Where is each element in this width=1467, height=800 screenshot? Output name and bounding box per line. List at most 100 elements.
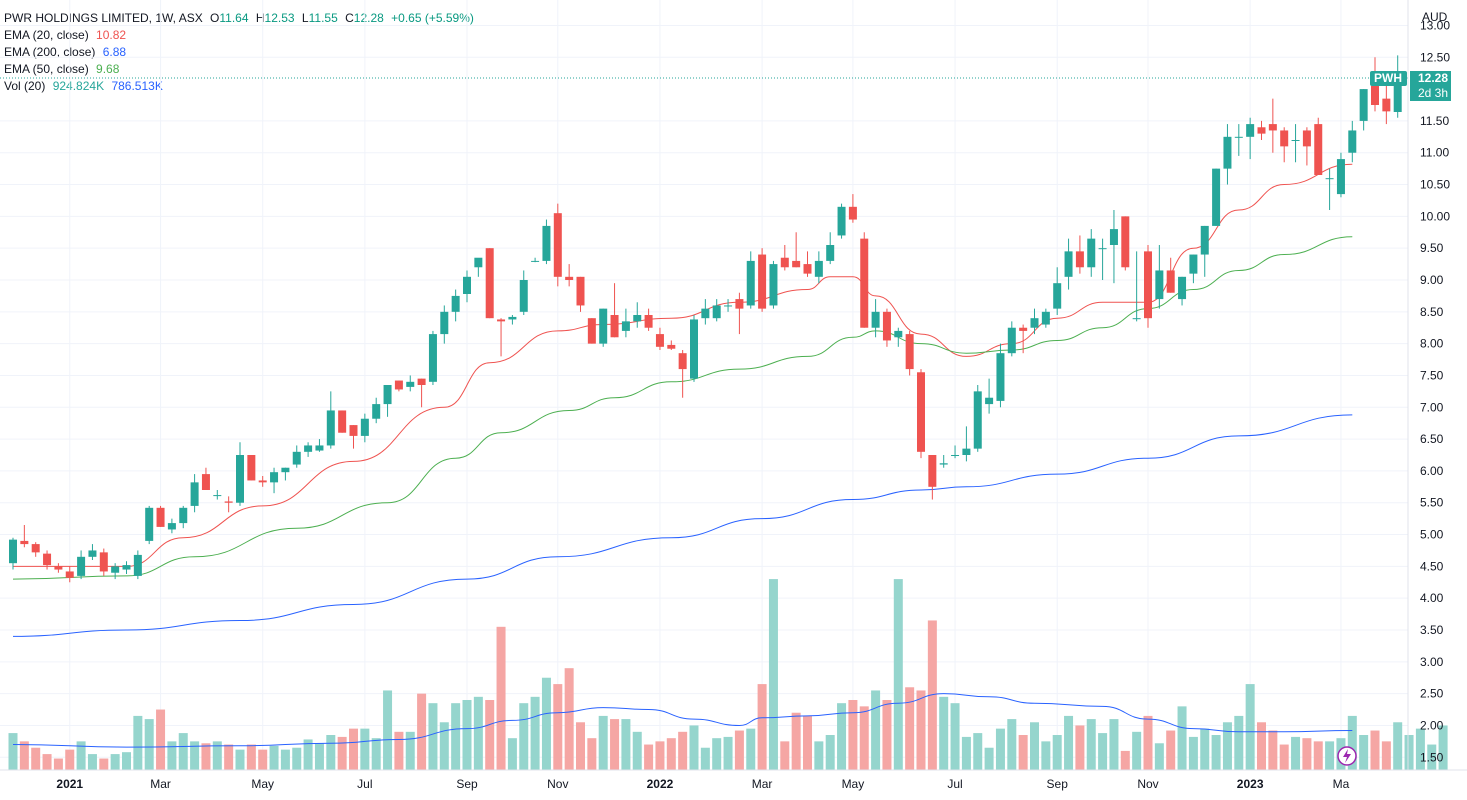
candle-body [610, 315, 619, 338]
candle [667, 340, 676, 350]
volume-bar [1381, 741, 1391, 770]
candle-body [1348, 130, 1357, 153]
candle-body [270, 472, 279, 483]
candle-body [724, 305, 733, 307]
price-tick-label: 4.50 [1420, 559, 1444, 573]
low-label: L11.55 [301, 11, 338, 25]
candle-body [905, 334, 914, 370]
volume-bar [144, 719, 154, 770]
price-tick-label: 8.00 [1420, 337, 1444, 351]
volume-bar [519, 703, 529, 770]
candle-body [167, 523, 176, 530]
candle-body [769, 264, 778, 306]
candle-body [655, 334, 664, 347]
price-axis[interactable]: 13.00 12.50 11.50 11.00 10.50 10.00 9.50 9.00 8.… [1420, 18, 1450, 764]
candle [326, 391, 335, 449]
candle [996, 343, 1005, 408]
candle [644, 308, 653, 331]
volume-bar [383, 690, 393, 770]
volume-bar [451, 703, 461, 770]
candle-body [644, 315, 653, 328]
candle [882, 308, 891, 347]
volume-bar [1064, 715, 1074, 770]
badge-price: 12.28 [1418, 71, 1448, 85]
candle-body [326, 410, 335, 446]
candle-body [485, 248, 494, 319]
candle-body [939, 463, 948, 465]
candle-body [508, 316, 517, 320]
volume-bar [803, 715, 812, 770]
candle-body [497, 319, 506, 322]
candle-body [621, 321, 630, 331]
ema-lines [12, 163, 1353, 637]
candle-body [43, 553, 52, 566]
time-tick-label: Ma [1333, 777, 1350, 791]
candle-body [1098, 248, 1107, 250]
candle-body [1030, 318, 1039, 328]
candle [1007, 321, 1016, 357]
legend-ema200-row[interactable]: EMA (200, close) 6.88 [4, 44, 478, 61]
volume-bar [939, 696, 949, 770]
volume-bar [53, 758, 63, 770]
time-tick-label: 2021 [56, 777, 83, 791]
legend-title-row: PWR HOLDINGS LIMITED, 1W, ASX O11.64 H12… [4, 10, 478, 27]
candle [156, 505, 165, 527]
legend-ema50-row[interactable]: EMA (50, close) 9.68 [4, 61, 478, 78]
candle [304, 442, 313, 457]
candle [633, 302, 642, 328]
ema200-label: EMA (200, close) [4, 45, 96, 59]
vol-label: Vol (20) [4, 79, 46, 93]
volume-bar [1245, 684, 1255, 770]
candle [1041, 308, 1050, 328]
price-badge-box [1410, 71, 1451, 101]
volume-bar [610, 719, 620, 770]
candle [973, 385, 982, 452]
volume-bar [848, 700, 858, 770]
candle-body [372, 404, 381, 419]
candle [780, 245, 789, 271]
volume-bar [1052, 735, 1062, 770]
candle [190, 474, 199, 513]
legend-vol-row[interactable]: Vol (20) 924.824K 786.513K [4, 78, 478, 95]
time-tick-label: 2022 [647, 777, 674, 791]
candle-body [1132, 318, 1141, 320]
volume-bar [1222, 722, 1232, 770]
candle [1348, 120, 1357, 163]
candle-body [451, 295, 460, 312]
candle [9, 537, 17, 570]
price-tick-label: 10.00 [1420, 209, 1450, 223]
volume-bar [349, 728, 358, 770]
volume-bar [1268, 730, 1278, 770]
candle [258, 476, 267, 487]
candle [292, 445, 301, 468]
candle-body [406, 381, 415, 387]
volume-bar [1393, 722, 1403, 770]
candle-body [576, 276, 585, 306]
volume-bar [746, 728, 756, 770]
candle [213, 490, 222, 500]
time-axis[interactable]: 2021 Mar May Jul Sep Nov 2022 Mar May Jul Sep Nov 20… [56, 777, 1349, 791]
candle [621, 308, 630, 338]
candle-body [1212, 168, 1221, 226]
candle-body [701, 308, 710, 319]
candle-body [20, 540, 29, 545]
candle-body [917, 372, 925, 452]
candle [406, 375, 415, 392]
volume-bar [76, 741, 86, 770]
candle [939, 455, 948, 468]
candle-body [792, 260, 801, 268]
candle-body [236, 455, 244, 503]
volume-bar [837, 703, 847, 770]
volume-bar [632, 731, 642, 770]
candle [599, 308, 608, 347]
volume-bar [1007, 719, 1017, 770]
volume-bar [1030, 722, 1039, 770]
candle-body [678, 353, 687, 370]
lightning-icon[interactable] [1337, 746, 1357, 766]
legend-ema20-row[interactable]: EMA (20, close) 10.82 [4, 27, 478, 44]
candle-body [1121, 216, 1130, 268]
candle-body [735, 299, 744, 309]
badge-countdown: 2d 3h [1418, 86, 1448, 100]
candle [1064, 238, 1073, 290]
